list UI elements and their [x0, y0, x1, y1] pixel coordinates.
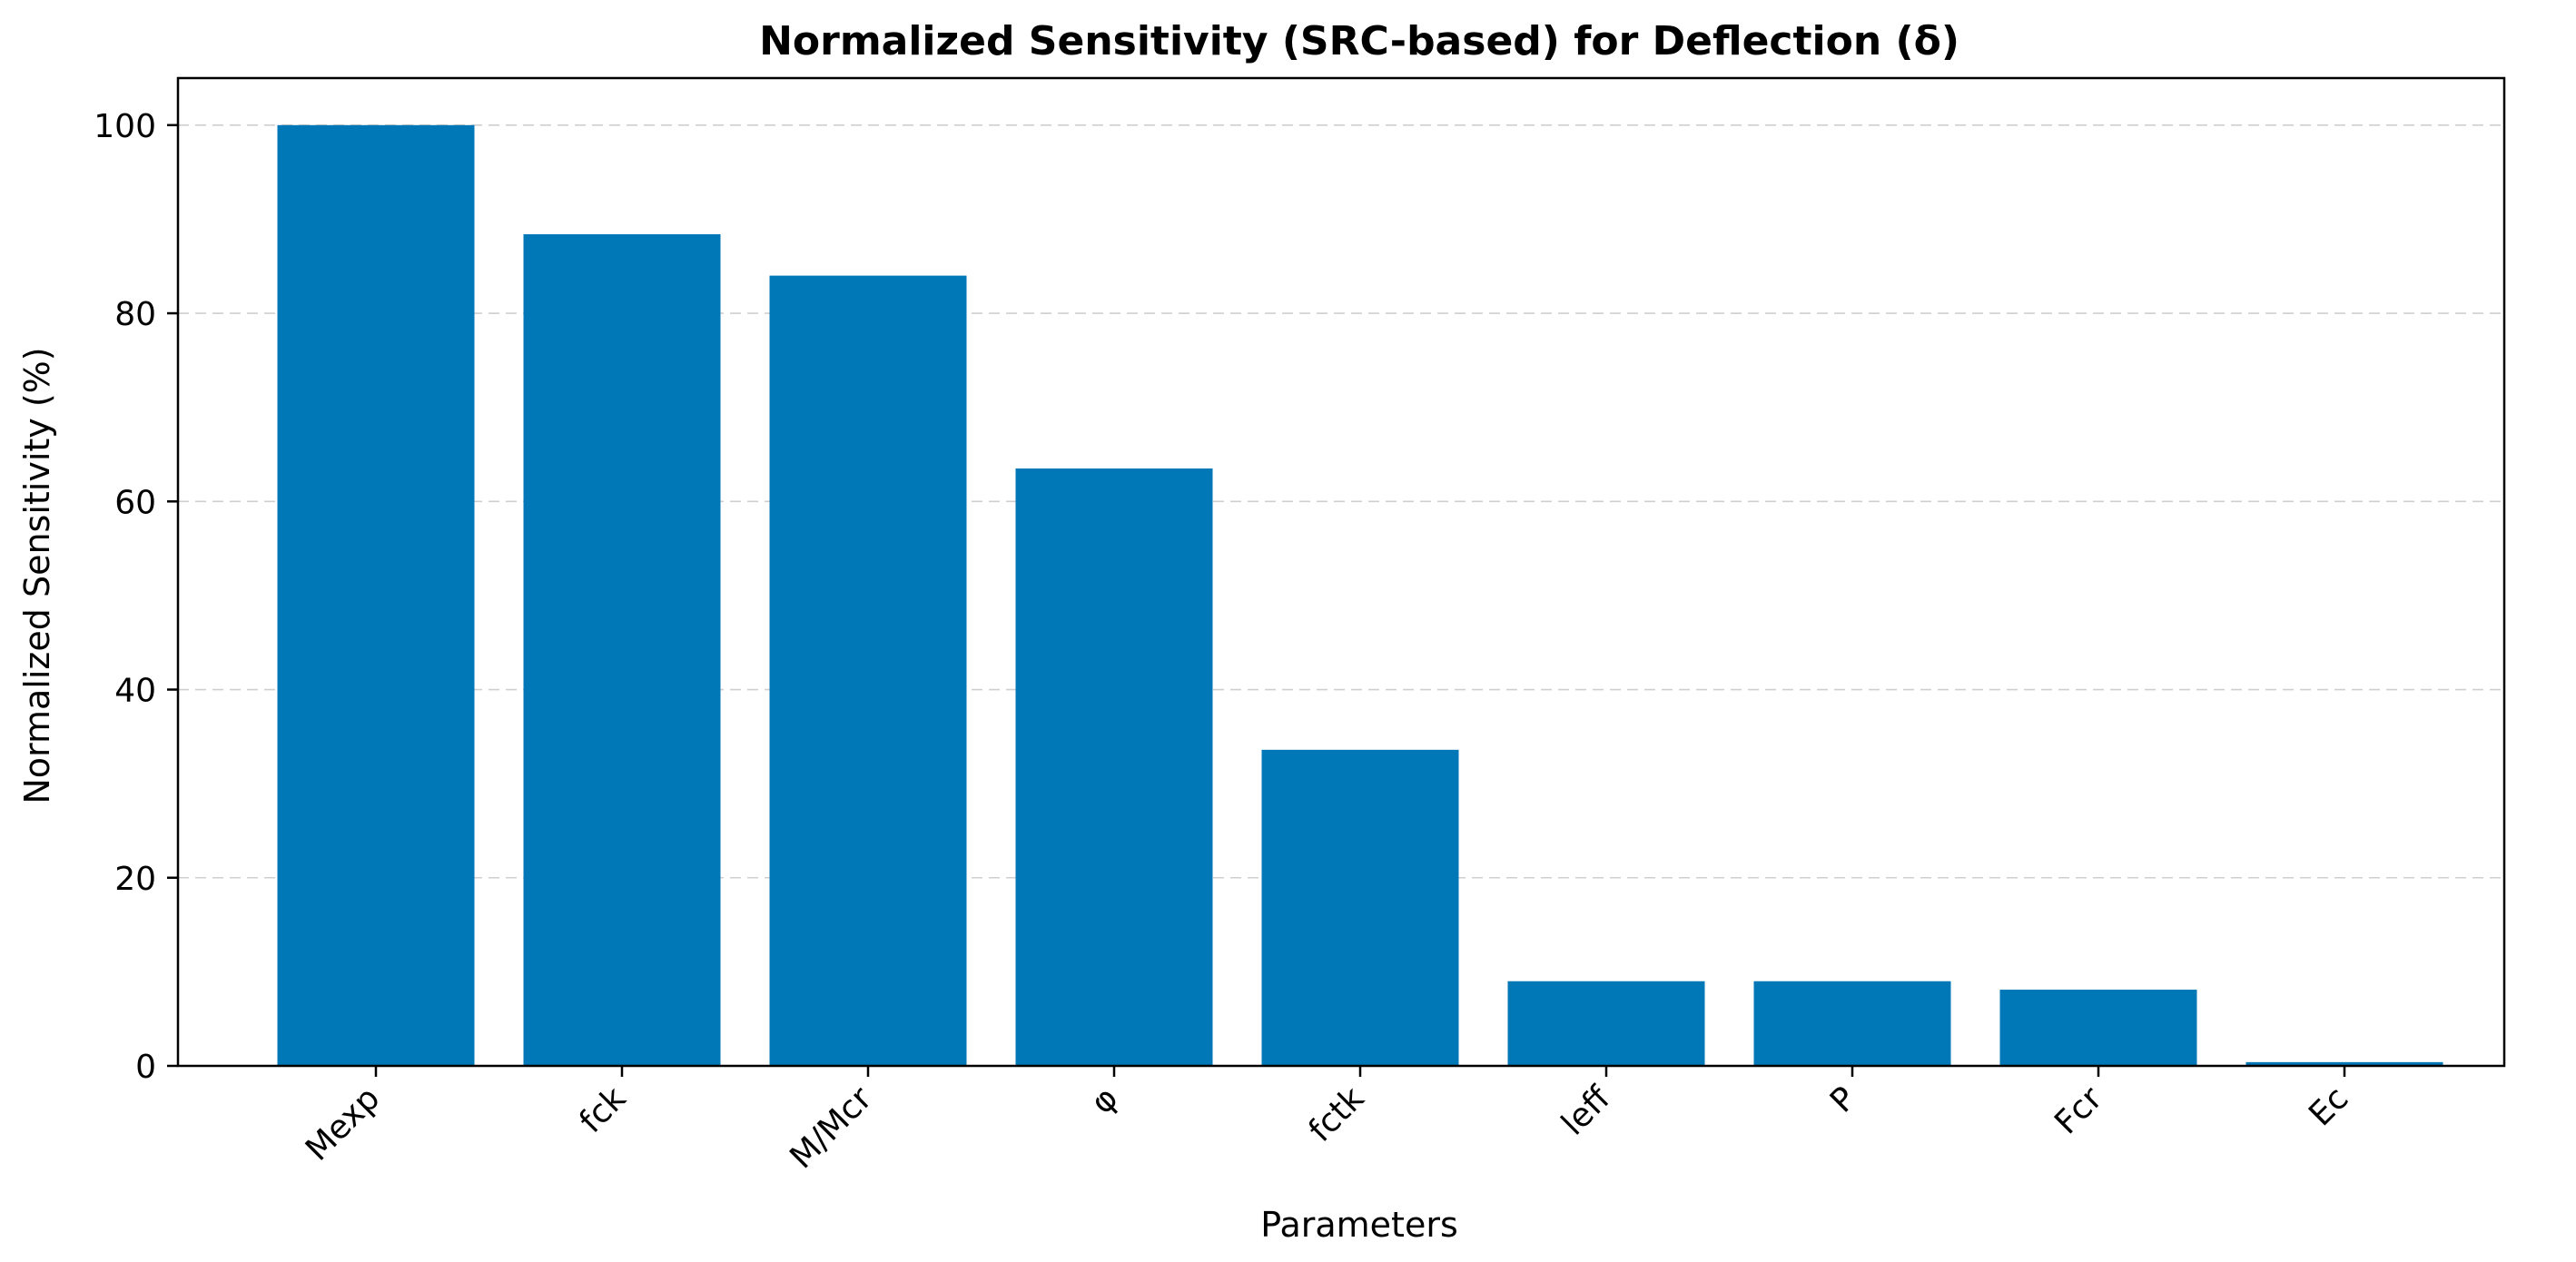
y-tick-label: 100 — [94, 108, 156, 145]
x-tick-label: Mexp — [299, 1080, 387, 1168]
y-tick-label: 20 — [114, 861, 156, 898]
x-tick-label: M/Mcr — [783, 1080, 879, 1176]
y-tick-label: 80 — [114, 296, 156, 333]
bar-0 — [277, 124, 475, 1066]
x-tick-label: φ — [1084, 1080, 1126, 1121]
bar-3 — [1015, 468, 1213, 1066]
x-ticks: Mexp fck M/Mcr φ fctk leff P Fcr Ec — [299, 1066, 2355, 1176]
bar-2 — [769, 275, 967, 1067]
chart-title: Normalized Sensitivity (SRC-based) for D… — [759, 18, 1959, 64]
x-tick-label: fctk — [1302, 1080, 1372, 1149]
bar-7 — [1999, 990, 2197, 1066]
x-tick-label: leff — [1554, 1080, 1618, 1143]
bar-8 — [2245, 1061, 2443, 1066]
bar-5 — [1507, 981, 1705, 1066]
y-axis-label: Normalized Sensitivity (%) — [17, 347, 57, 804]
y-tick-label: 0 — [135, 1049, 156, 1086]
y-ticks: 0 20 40 60 80 100 — [94, 108, 178, 1086]
x-tick-label: P — [1823, 1080, 1863, 1119]
y-tick-label: 60 — [114, 484, 156, 521]
x-tick-label: fck — [573, 1080, 634, 1140]
axes-layer — [176, 76, 2506, 1068]
x-tick-label: Fcr — [2048, 1080, 2109, 1141]
x-axis-label: Parameters — [1260, 1205, 1458, 1245]
bar-1 — [523, 234, 721, 1066]
bar-6 — [1753, 981, 1951, 1066]
bar-4 — [1261, 749, 1459, 1066]
y-tick-label: 40 — [114, 673, 156, 710]
bars-layer — [277, 124, 2443, 1067]
plot-frame — [176, 76, 2506, 1068]
x-tick-label: Ec — [2302, 1080, 2355, 1133]
